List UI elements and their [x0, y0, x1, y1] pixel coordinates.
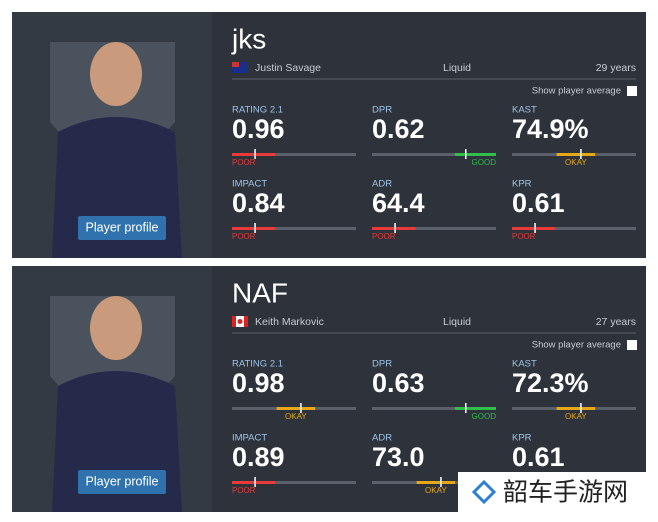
stat-level: OKAY — [425, 486, 447, 495]
stat-value: 0.63 — [372, 368, 425, 398]
checkbox[interactable] — [627, 340, 637, 350]
stat-label: ADR — [372, 179, 392, 190]
profile-button[interactable] — [78, 216, 166, 240]
gauge-segment — [556, 407, 596, 410]
stat-value: 74.9% — [512, 114, 589, 144]
stat-value: 73.0 — [372, 442, 425, 472]
nickname: jks — [231, 23, 266, 54]
gauge-segment — [455, 407, 496, 410]
watermark: 韶车手游网 — [503, 479, 628, 507]
gauge-segment — [232, 481, 276, 484]
stat-label: RATING 2.1 — [232, 359, 283, 370]
watermark-box — [458, 472, 658, 522]
gauge-track — [232, 481, 356, 484]
gauge-segment — [455, 153, 496, 156]
profile-button-text[interactable]: Player profile — [86, 474, 159, 488]
gauge-marker — [580, 149, 582, 159]
flag-part — [232, 62, 239, 67]
watermark-logo — [471, 479, 497, 505]
stat-level: OKAY — [565, 158, 587, 167]
stat-value: 0.84 — [232, 188, 285, 218]
gauge-segment — [416, 481, 456, 484]
gauge-segment — [232, 227, 276, 230]
gauge-marker — [465, 403, 467, 413]
gauge-track — [232, 153, 356, 156]
stat-value: 0.61 — [512, 442, 565, 472]
stat-level: POOR — [232, 486, 256, 495]
stat-value: 0.61 — [512, 188, 565, 218]
show-average: Show player average — [532, 86, 621, 97]
full-name: Justin Savage — [255, 62, 321, 74]
stat-value: 0.89 — [232, 442, 285, 472]
gauge-marker — [254, 149, 256, 159]
stat-level: OKAY — [285, 412, 307, 421]
gauge-marker — [254, 223, 256, 233]
gauge-track — [372, 407, 496, 410]
gauge-track — [372, 153, 496, 156]
stat-level: POOR — [232, 158, 256, 167]
flag — [232, 62, 248, 73]
gauge-marker — [394, 223, 396, 233]
stat-level: GOOD — [472, 412, 497, 421]
stat-label: KPR — [512, 433, 532, 444]
stat-label: KAST — [512, 105, 537, 116]
gauge-marker — [254, 477, 256, 487]
flag-part — [232, 316, 236, 327]
stat-label: ADR — [372, 433, 392, 444]
profile-button[interactable] — [78, 470, 166, 494]
gauge-segment — [232, 153, 276, 156]
gauge-marker — [440, 477, 442, 487]
gauge-segment — [276, 407, 316, 410]
stat-label: RATING 2.1 — [232, 105, 283, 116]
age: 29 years — [596, 62, 636, 74]
full-name: Keith Markovic — [255, 316, 324, 328]
stat-level: OKAY — [565, 412, 587, 421]
stat-label: KPR — [512, 179, 532, 190]
flag-part — [244, 316, 248, 327]
player-head — [90, 42, 142, 106]
stat-level: GOOD — [472, 158, 497, 167]
stat-value: 0.98 — [232, 368, 285, 398]
player-head — [90, 296, 142, 360]
nickname: NAF — [232, 277, 288, 308]
gauge-marker — [580, 403, 582, 413]
stat-value: 0.62 — [372, 114, 425, 144]
gauge-marker — [300, 403, 302, 413]
stat-label: DPR — [372, 359, 392, 370]
checkbox[interactable] — [627, 86, 637, 96]
profile-button-text[interactable]: Player profile — [86, 220, 159, 234]
flag-part — [237, 319, 243, 324]
gauge-segment — [372, 227, 416, 230]
team: Liquid — [443, 316, 471, 328]
stat-level: POOR — [512, 232, 536, 241]
gauge-segment — [512, 227, 556, 230]
stat-value: 64.4 — [372, 188, 425, 218]
stat-value: 0.96 — [232, 114, 285, 144]
stat-label: IMPACT — [232, 433, 267, 444]
gauge-track — [512, 227, 636, 230]
gauge-track — [372, 227, 496, 230]
stat-label: DPR — [372, 105, 392, 116]
stat-label: IMPACT — [232, 179, 267, 190]
gauge-marker — [534, 223, 536, 233]
stat-label: KAST — [512, 359, 537, 370]
team: Liquid — [443, 62, 471, 74]
age: 27 years — [596, 316, 636, 328]
gauge-segment — [556, 153, 596, 156]
gauge-marker — [465, 149, 467, 159]
show-average: Show player average — [532, 340, 621, 351]
stat-level: POOR — [232, 232, 256, 241]
gauge-track — [232, 227, 356, 230]
stat-value: 72.3% — [512, 368, 589, 398]
stat-level: POOR — [372, 232, 396, 241]
